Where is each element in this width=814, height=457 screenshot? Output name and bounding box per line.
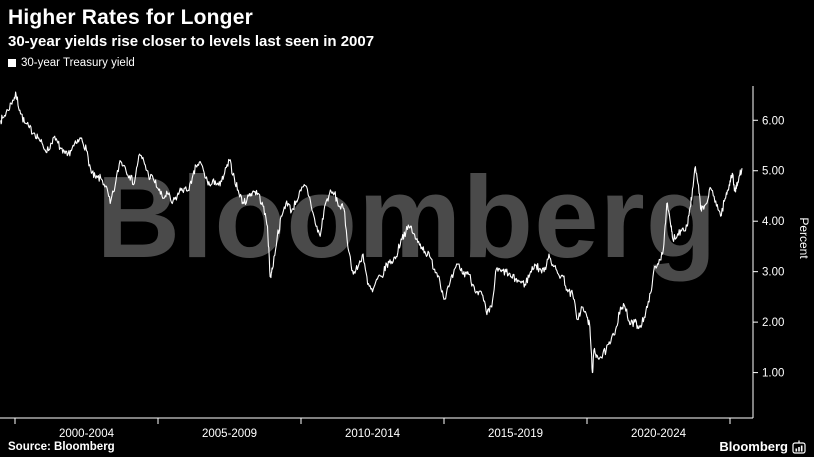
svg-text:1.00: 1.00 [762,368,784,380]
svg-text:2.00: 2.00 [762,317,784,329]
legend: 30-year Treasury yield [8,57,374,69]
svg-text:2015-2019: 2015-2019 [488,428,543,440]
svg-text:2005-2009: 2005-2009 [202,428,257,440]
svg-text:2010-2014: 2010-2014 [345,428,401,440]
bloomberg-terminal-icon [792,440,806,454]
source-label: Source: Bloomberg [8,440,115,453]
svg-text:2000-2004: 2000-2004 [59,428,115,440]
svg-text:6.00: 6.00 [762,115,784,127]
chart-header: Higher Rates for Longer 30-year yields r… [8,4,374,69]
chart-subtitle: 30-year yields rise closer to levels las… [8,33,375,50]
bloomberg-watermark: Bloomberg [96,152,718,282]
chart-title: Higher Rates for Longer [8,6,253,29]
svg-text:Percent: Percent [797,217,811,259]
bloomberg-logo: Bloomberg [719,439,806,454]
svg-text:5.00: 5.00 [762,166,784,178]
legend-label: 30-year Treasury yield [21,57,135,69]
svg-text:3.00: 3.00 [762,267,784,279]
legend-square-marker [8,59,16,67]
footer: Source: Bloomberg Bloomberg [0,439,814,454]
bloomberg-logo-text: Bloomberg [719,439,788,454]
line-chart: 1.00 2.00 3.00 4.00 5.00 6.00 2000-2004 2005-20… [0,86,811,440]
svg-text:4.00: 4.00 [762,216,784,228]
svg-text:2020-2024: 2020-2024 [631,428,687,440]
